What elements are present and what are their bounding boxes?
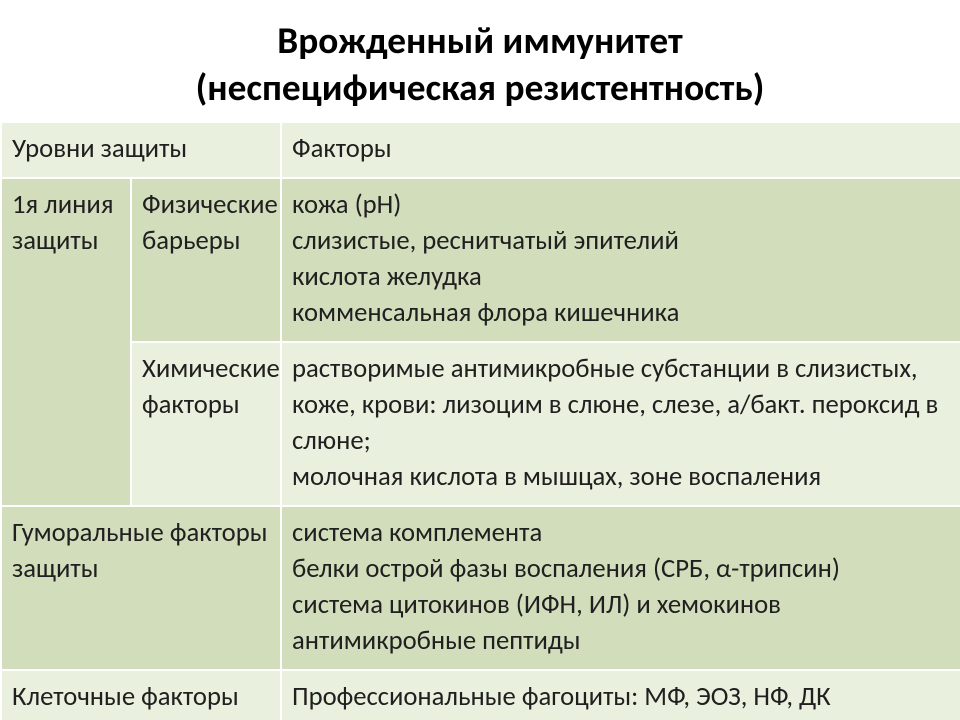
cell-chemical-factors-desc: растворимые антимикробные субстанции в с…	[281, 342, 960, 506]
cell-humoral-factors: Гуморальные факторы защиты	[1, 506, 281, 670]
slide: Врожденный иммунитет (неспецифическая ре…	[0, 0, 960, 720]
cell-cellular-factors-desc: Профессиональные фагоциты: МФ, ЭОЗ, НФ, …	[281, 670, 960, 720]
header-cell-levels: Уровни защиты	[1, 122, 281, 178]
desc-line: молочная кислота в мышцах, зоне воспален…	[292, 459, 950, 495]
desc-line: система цитокинов (ИФН, ИЛ) и хемокинов	[292, 587, 950, 623]
desc-line: антимикробные пептиды	[292, 623, 950, 659]
desc-line: белки острой фазы воспаления (СРБ, α-три…	[292, 551, 950, 587]
desc-line: слизистые, реснитчатый эпителий	[292, 223, 950, 259]
desc-line: комменсальная флора кишечника	[292, 295, 950, 331]
content-table: Уровни защиты Факторы 1я линия защиты Фи…	[0, 121, 960, 720]
cell-physical-barriers-desc: кожа (рН) слизистые, реснитчатый эпители…	[281, 178, 960, 342]
desc-line: Профессиональные фагоциты: МФ, ЭОЗ, НФ, …	[292, 679, 950, 715]
desc-line: растворимые антимикробные субстанции в с…	[292, 351, 950, 459]
desc-line: кожа (рН)	[292, 187, 950, 223]
table-row: Клеточные факторы (фагоциты) Профессиона…	[1, 670, 960, 720]
desc-line: (к МФ относятся моноциты крови, гистиоци…	[292, 715, 950, 720]
table-row: 1я линия защиты Физические барьеры кожа …	[1, 178, 960, 342]
table-row: Гуморальные факторы защиты система компл…	[1, 506, 960, 670]
header-cell-factors: Факторы	[281, 122, 960, 178]
cell-humoral-factors-desc: система комплемента белки острой фазы во…	[281, 506, 960, 670]
slide-title: Врожденный иммунитет (неспецифическая ре…	[0, 0, 960, 121]
table-header-row: Уровни защиты Факторы	[1, 122, 960, 178]
title-line-1: Врожденный иммунитет	[40, 18, 920, 65]
desc-line: кислота желудка	[292, 259, 950, 295]
desc-line: система комплемента	[292, 515, 950, 551]
cell-first-line: 1я линия защиты	[1, 178, 131, 506]
cell-physical-barriers: Физические барьеры	[131, 178, 281, 342]
cell-chemical-factors: Химические факторы	[131, 342, 281, 506]
title-line-2: (неспецифическая резистентность)	[40, 65, 920, 112]
cell-cellular-factors: Клеточные факторы (фагоциты)	[1, 670, 281, 720]
table-row: Химические факторы растворимые антимикро…	[1, 342, 960, 506]
